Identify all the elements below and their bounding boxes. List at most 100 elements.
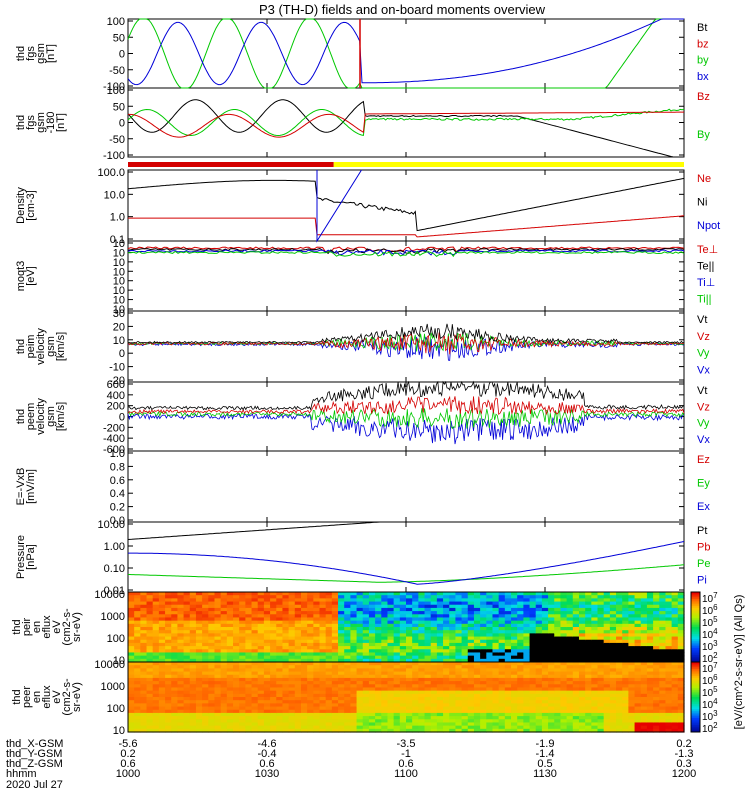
spectrogram-cell bbox=[665, 623, 673, 628]
spectrogram-cell bbox=[541, 620, 549, 625]
spectrogram-cell bbox=[541, 690, 549, 695]
spectrogram-cell bbox=[331, 633, 339, 638]
spectrogram-cell bbox=[498, 617, 506, 622]
spectrogram-cell bbox=[665, 671, 673, 676]
spectrogram-cell bbox=[597, 716, 605, 720]
spectrogram-cell bbox=[134, 719, 141, 724]
spectrogram-cell bbox=[146, 687, 154, 692]
spectrogram-cell bbox=[535, 681, 543, 685]
spectrogram-cell bbox=[375, 607, 382, 612]
spectrogram-cell bbox=[560, 633, 568, 638]
spectrogram-cell bbox=[368, 595, 376, 599]
y-tick-label: 10 bbox=[113, 266, 125, 278]
spectrogram-cell bbox=[319, 630, 327, 634]
spectrogram-cell bbox=[616, 652, 623, 657]
spectrogram-cell bbox=[597, 684, 605, 689]
y-axis-label: peer bbox=[21, 686, 33, 708]
spectrogram-cell bbox=[226, 652, 234, 657]
spectrogram-cell bbox=[511, 623, 518, 628]
spectrogram-cell bbox=[165, 601, 172, 606]
spectrogram-cell bbox=[146, 703, 154, 708]
spectrogram-cell bbox=[659, 604, 667, 609]
spectrogram-cell bbox=[449, 633, 457, 638]
spectrogram-cell bbox=[665, 684, 673, 689]
spectrogram-cell bbox=[548, 627, 555, 631]
spectrogram-cell bbox=[424, 607, 432, 612]
spectrogram-cell bbox=[640, 652, 648, 657]
spectrogram-cell bbox=[208, 601, 216, 606]
spectrogram-cell bbox=[480, 706, 487, 711]
spectrogram-cell bbox=[344, 652, 351, 657]
spectrogram-cell bbox=[189, 716, 197, 720]
spectrogram-cell bbox=[189, 681, 197, 685]
spectrogram-cell bbox=[628, 642, 636, 647]
spectrogram-cell bbox=[646, 697, 654, 701]
spectrogram-cell bbox=[591, 703, 599, 708]
spectrogram-cell bbox=[430, 668, 438, 673]
spectrogram-cell bbox=[566, 700, 574, 704]
spectrogram-cell bbox=[424, 630, 432, 634]
spectrogram-cell bbox=[578, 719, 586, 724]
spectrogram-cell bbox=[529, 595, 537, 599]
spectrogram-cell bbox=[245, 725, 253, 730]
spectrogram-cell bbox=[572, 725, 580, 730]
spectrogram-cell bbox=[387, 642, 395, 647]
spectrogram-cell bbox=[387, 697, 395, 701]
spectrogram-cell bbox=[622, 658, 629, 663]
spectrogram-cell bbox=[659, 611, 667, 615]
spectrogram-cell bbox=[158, 607, 166, 612]
spectrogram-cell bbox=[189, 623, 197, 628]
spectrogram-cell bbox=[591, 623, 599, 628]
spectrogram-cell bbox=[140, 642, 148, 647]
spectrogram-cell bbox=[665, 601, 673, 606]
spectrogram-cell bbox=[338, 687, 345, 692]
y-tick-label: 1.00 bbox=[104, 541, 125, 553]
spectrogram-cell bbox=[233, 636, 240, 641]
spectrogram-cell bbox=[307, 674, 314, 679]
spectrogram-cell bbox=[319, 614, 327, 619]
spectrogram-cell bbox=[368, 604, 376, 609]
spectrogram-cell bbox=[529, 598, 537, 603]
spectrogram-cell bbox=[128, 716, 135, 720]
y-axis-label: thd bbox=[11, 619, 23, 634]
spectrogram-cell bbox=[331, 592, 339, 596]
spectrogram-cell bbox=[498, 646, 506, 650]
spectrogram-cell bbox=[276, 646, 284, 650]
spectrogram-cell bbox=[251, 636, 259, 641]
spectrogram-cell bbox=[554, 617, 562, 622]
spectrogram-cell bbox=[288, 709, 296, 714]
spectrogram-cell bbox=[165, 709, 172, 714]
spectrogram-cell bbox=[128, 623, 135, 628]
spectrogram-cell bbox=[504, 719, 512, 724]
spectrogram-cell bbox=[449, 719, 457, 724]
spectrogram-cell bbox=[430, 700, 438, 704]
spectrogram-cell bbox=[239, 684, 246, 689]
spectrogram-cell bbox=[424, 697, 432, 701]
spectrogram-cell bbox=[473, 633, 481, 638]
spectrogram-cell bbox=[560, 652, 568, 657]
spectrogram-cell bbox=[393, 684, 401, 689]
spectrogram-cell bbox=[634, 601, 642, 606]
spectrogram-cell bbox=[517, 652, 524, 657]
spectrogram-cell bbox=[634, 668, 642, 673]
spectrogram-cell bbox=[251, 662, 259, 666]
spectrogram-cell bbox=[195, 662, 203, 666]
spectrogram-cell bbox=[263, 655, 271, 660]
spectrogram-cell bbox=[603, 592, 611, 596]
spectrogram-cell bbox=[461, 684, 469, 689]
spectrogram-cell bbox=[128, 712, 135, 717]
spectrogram-cell bbox=[529, 681, 537, 685]
spectrogram-cell bbox=[338, 681, 345, 685]
spectrogram-cell bbox=[616, 712, 623, 717]
spectrogram-cell bbox=[640, 630, 648, 634]
spectrogram-cell bbox=[449, 690, 457, 695]
spectrogram-cell bbox=[344, 677, 351, 682]
spectrogram-cell bbox=[659, 601, 667, 606]
spectrogram-cell bbox=[492, 658, 500, 663]
spectrogram-cell bbox=[399, 633, 407, 638]
spectrogram-cell bbox=[325, 690, 333, 695]
spectrogram-cell bbox=[251, 627, 259, 631]
spectrogram-cell bbox=[646, 646, 654, 650]
spectrogram-cell bbox=[486, 690, 494, 695]
spectrogram-cell bbox=[375, 722, 382, 727]
